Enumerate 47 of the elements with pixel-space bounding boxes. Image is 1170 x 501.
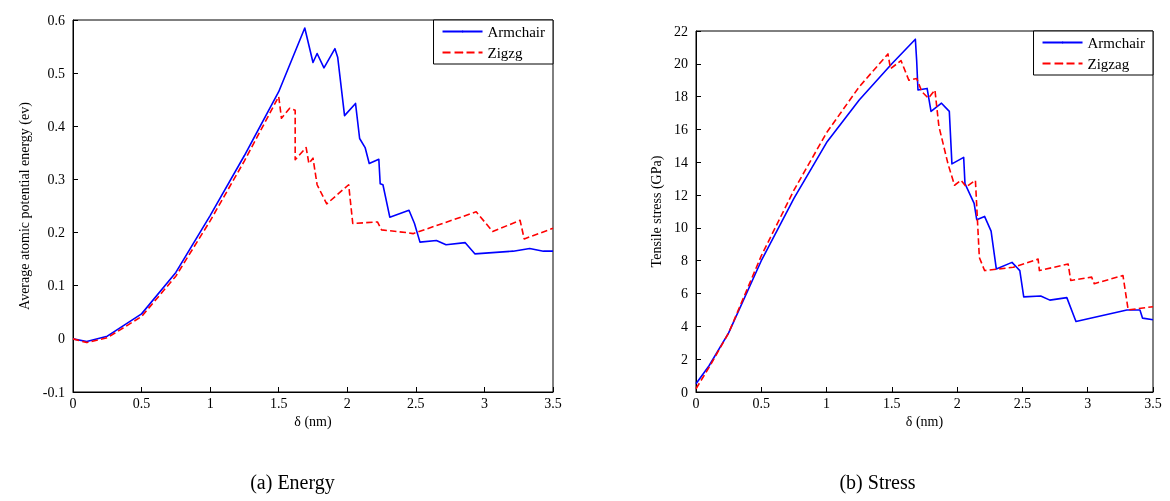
x-tick-label: 1 xyxy=(206,395,214,411)
x-tick-label: 2 xyxy=(953,395,961,411)
y-tick-label: 20 xyxy=(674,56,688,72)
y-tick-label: 0 xyxy=(681,384,688,400)
y-tick-label: 8 xyxy=(681,253,688,269)
x-tick-label: 3 xyxy=(1084,395,1092,411)
x-tick-label: 0.5 xyxy=(752,395,771,411)
x-axis-title: δ (nm) xyxy=(905,414,944,431)
x-tick-label: 3.5 xyxy=(544,395,562,411)
x-tick-label: 3 xyxy=(480,395,488,411)
y-tick-label: 12 xyxy=(674,187,688,203)
x-tick-label: 2.5 xyxy=(1013,395,1032,411)
y-tick-label: 4 xyxy=(681,318,688,334)
legend-label: Zigzag xyxy=(1087,55,1130,72)
text: (a) Energy xyxy=(250,471,335,494)
x-tick-label: 3.5 xyxy=(1144,395,1162,411)
y-tick-label: 0 xyxy=(58,331,65,347)
y-tick-label: 0.3 xyxy=(47,171,65,187)
y-tick-label: 6 xyxy=(681,286,688,302)
y-axis-title: Tensile stress (GPa) xyxy=(648,155,665,268)
y-tick-label: 0.2 xyxy=(47,225,65,241)
y-tick-label: 22 xyxy=(674,23,688,39)
y-tick-label: -0.1 xyxy=(42,384,65,400)
legend-label: Armchair xyxy=(487,23,546,40)
y-tick-label: 18 xyxy=(674,89,688,105)
y-axis-title: Average atomic potential energy (ev) xyxy=(17,101,34,310)
x-tick-label: 1.5 xyxy=(883,395,901,411)
x-tick-label: 1.5 xyxy=(269,395,288,411)
x-axis-title: δ (nm) xyxy=(294,414,332,431)
text: (b) Stress xyxy=(839,471,916,494)
y-tick-label: 2 xyxy=(681,351,688,367)
y-tick-label: 10 xyxy=(674,220,688,236)
line-series xyxy=(72,95,554,344)
x-tick-label: 2.5 xyxy=(407,395,425,411)
x-tick-label: 1 xyxy=(823,395,831,411)
x-tick-label: 2 xyxy=(343,395,351,411)
y-tick-label: 16 xyxy=(674,121,688,137)
x-tick-label: 0 xyxy=(692,395,700,411)
y-tick-label: 0.4 xyxy=(47,118,65,134)
legend-label: Zigzg xyxy=(487,44,524,61)
legend-label: Armchair xyxy=(1087,34,1146,51)
x-tick-label: 0 xyxy=(69,395,77,411)
x-tick-label: 0.5 xyxy=(132,395,151,411)
y-tick-label: 0.6 xyxy=(47,12,65,28)
y-tick-label: 0.5 xyxy=(47,65,65,81)
y-tick-label: 14 xyxy=(674,154,688,170)
y-tick-label: 0.1 xyxy=(47,278,65,294)
